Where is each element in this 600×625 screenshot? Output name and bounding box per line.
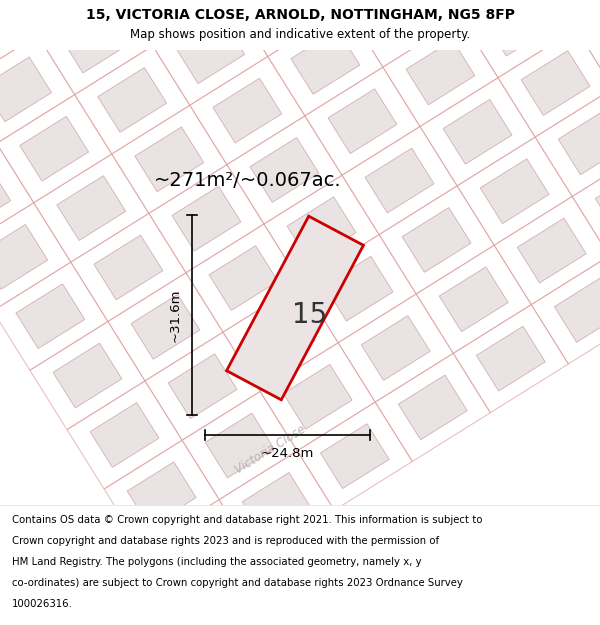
Polygon shape bbox=[287, 197, 356, 262]
Polygon shape bbox=[172, 186, 241, 251]
Polygon shape bbox=[521, 51, 590, 116]
Polygon shape bbox=[176, 19, 245, 84]
Polygon shape bbox=[57, 176, 126, 241]
Text: Victoria Close: Victoria Close bbox=[232, 423, 308, 477]
Polygon shape bbox=[554, 278, 600, 342]
Polygon shape bbox=[0, 165, 11, 230]
Polygon shape bbox=[402, 208, 471, 272]
Polygon shape bbox=[127, 462, 196, 527]
Text: Crown copyright and database rights 2023 and is reproduced with the permission o: Crown copyright and database rights 2023… bbox=[12, 536, 439, 546]
Polygon shape bbox=[209, 246, 278, 311]
Polygon shape bbox=[98, 68, 167, 132]
Polygon shape bbox=[242, 472, 311, 538]
Polygon shape bbox=[443, 99, 512, 164]
Polygon shape bbox=[558, 110, 600, 175]
Polygon shape bbox=[599, 2, 600, 67]
Polygon shape bbox=[16, 284, 85, 349]
Text: 100026316.: 100026316. bbox=[12, 599, 73, 609]
Text: Map shows position and indicative extent of the property.: Map shows position and indicative extent… bbox=[130, 28, 470, 41]
Polygon shape bbox=[320, 424, 389, 489]
Polygon shape bbox=[213, 78, 282, 143]
Text: 15, VICTORIA CLOSE, ARNOLD, NOTTINGHAM, NG5 8FP: 15, VICTORIA CLOSE, ARNOLD, NOTTINGHAM, … bbox=[86, 8, 515, 22]
Text: co-ordinates) are subject to Crown copyright and database rights 2023 Ordnance S: co-ordinates) are subject to Crown copyr… bbox=[12, 578, 463, 587]
Polygon shape bbox=[517, 218, 586, 283]
Polygon shape bbox=[135, 127, 204, 192]
Polygon shape bbox=[398, 375, 467, 440]
Polygon shape bbox=[246, 305, 315, 370]
Polygon shape bbox=[131, 294, 200, 359]
Polygon shape bbox=[369, 0, 438, 46]
Polygon shape bbox=[164, 521, 233, 586]
Text: HM Land Registry. The polygons (including the associated geometry, namely x, y: HM Land Registry. The polygons (includin… bbox=[12, 557, 422, 567]
Polygon shape bbox=[20, 116, 89, 181]
Text: ~31.6m: ~31.6m bbox=[169, 288, 182, 342]
Polygon shape bbox=[53, 343, 122, 408]
Text: 15: 15 bbox=[292, 301, 328, 329]
Polygon shape bbox=[168, 354, 237, 419]
Text: ~271m²/~0.067ac.: ~271m²/~0.067ac. bbox=[154, 171, 342, 189]
Text: ~24.8m: ~24.8m bbox=[261, 447, 314, 460]
Polygon shape bbox=[476, 326, 545, 391]
Polygon shape bbox=[254, 0, 323, 35]
Polygon shape bbox=[250, 138, 319, 202]
Polygon shape bbox=[365, 148, 434, 213]
Polygon shape bbox=[324, 256, 393, 321]
Polygon shape bbox=[361, 316, 430, 381]
Text: Contains OS data © Crown copyright and database right 2021. This information is : Contains OS data © Crown copyright and d… bbox=[12, 514, 482, 524]
Polygon shape bbox=[0, 0, 14, 62]
Polygon shape bbox=[205, 413, 274, 478]
Polygon shape bbox=[94, 235, 163, 300]
Polygon shape bbox=[480, 159, 549, 224]
Polygon shape bbox=[283, 364, 352, 429]
Polygon shape bbox=[291, 29, 360, 94]
Polygon shape bbox=[23, 0, 92, 14]
Polygon shape bbox=[0, 224, 48, 289]
Polygon shape bbox=[562, 0, 600, 8]
Polygon shape bbox=[595, 169, 600, 234]
Polygon shape bbox=[90, 402, 159, 468]
Polygon shape bbox=[439, 267, 508, 332]
Polygon shape bbox=[227, 216, 364, 400]
Polygon shape bbox=[139, 0, 208, 24]
Polygon shape bbox=[406, 40, 475, 105]
Polygon shape bbox=[0, 57, 52, 122]
Polygon shape bbox=[61, 8, 130, 73]
Polygon shape bbox=[484, 0, 553, 56]
Polygon shape bbox=[328, 89, 397, 154]
